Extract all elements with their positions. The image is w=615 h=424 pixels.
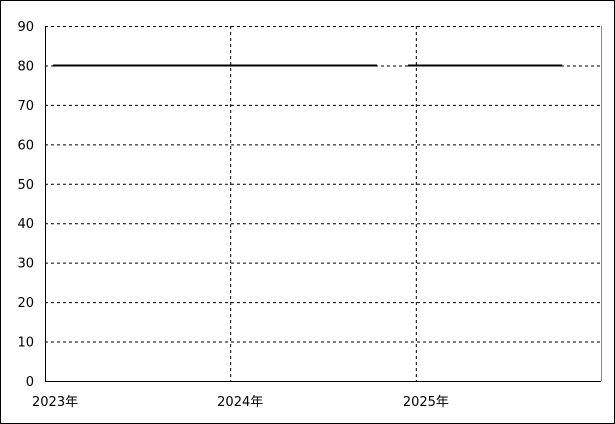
y-tick-label: 70 xyxy=(17,99,34,114)
y-tick-label: 40 xyxy=(17,217,34,232)
y-tick-label: 20 xyxy=(17,296,34,311)
y-tick-label: 10 xyxy=(17,336,34,351)
y-tick-label: 60 xyxy=(17,138,34,153)
y-tick-label: 90 xyxy=(17,20,34,35)
y-tick-label: 30 xyxy=(17,257,34,272)
x-tick-label: 2024年 xyxy=(217,395,263,410)
x-tick-label: 2023年 xyxy=(32,395,78,410)
y-tick-label: 0 xyxy=(26,375,34,390)
x-tick-label: 2025年 xyxy=(403,395,449,410)
y-tick-label: 80 xyxy=(17,59,34,74)
y-tick-label: 50 xyxy=(17,178,34,193)
